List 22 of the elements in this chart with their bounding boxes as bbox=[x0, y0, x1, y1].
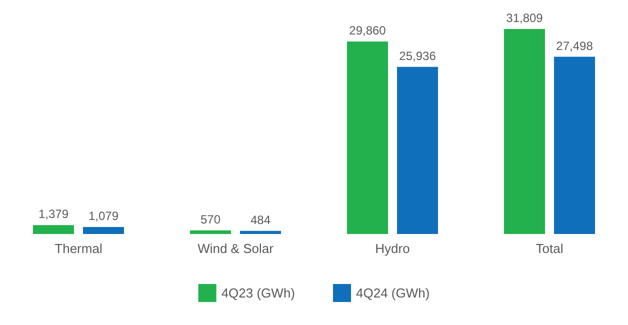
data-label: 1,379 bbox=[38, 207, 69, 222]
data-label: 1,079 bbox=[88, 209, 119, 224]
x-tick-label: Hydro bbox=[375, 241, 410, 256]
legend-label: 4Q24 (GWh) bbox=[356, 286, 430, 300]
data-label: 27,498 bbox=[556, 38, 594, 53]
bar bbox=[240, 230, 282, 234]
bar bbox=[32, 225, 74, 234]
bar bbox=[397, 66, 438, 234]
bar bbox=[346, 42, 388, 234]
bar bbox=[504, 29, 545, 234]
x-tick-label: Total bbox=[536, 241, 564, 256]
bar bbox=[190, 230, 231, 234]
bar bbox=[554, 56, 596, 234]
legend-label: 4Q23 (GWh) bbox=[221, 286, 296, 300]
data-label: 29,860 bbox=[349, 24, 386, 38]
x-tick-label: Thermal bbox=[54, 241, 102, 256]
data-label: 570 bbox=[200, 212, 221, 226]
x-tick-label: Wind & Solar bbox=[198, 241, 274, 256]
data-label: 31,809 bbox=[506, 11, 544, 25]
data-label: 484 bbox=[250, 212, 271, 227]
data-label: 25,936 bbox=[399, 48, 436, 63]
bar bbox=[83, 227, 124, 234]
